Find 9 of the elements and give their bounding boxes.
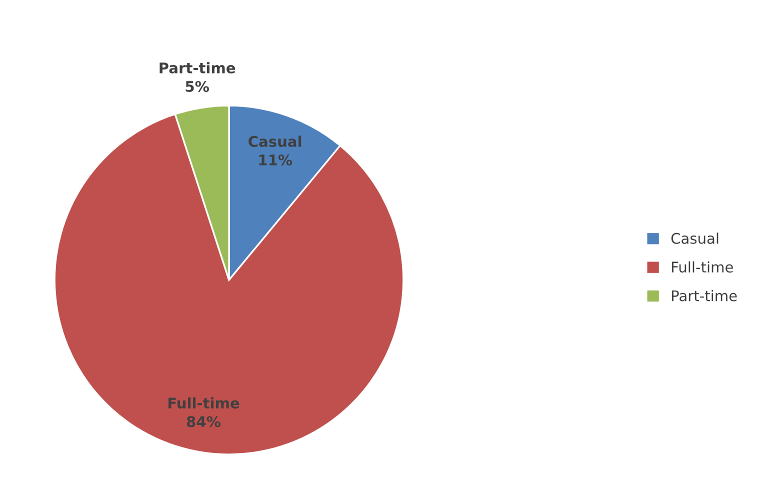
data-label: 11%: [259, 154, 292, 166]
data-label: 5%: [186, 80, 209, 92]
slice-label: Part-time: [160, 62, 236, 74]
data-label: 84%: [186, 416, 220, 428]
legend-label: Full-time: [672, 261, 733, 273]
slice-label: Full-time: [168, 397, 240, 409]
legend-label: Casual: [671, 232, 718, 244]
legend-label: Part-time: [672, 290, 737, 302]
slice-label: Casual: [248, 136, 302, 147]
